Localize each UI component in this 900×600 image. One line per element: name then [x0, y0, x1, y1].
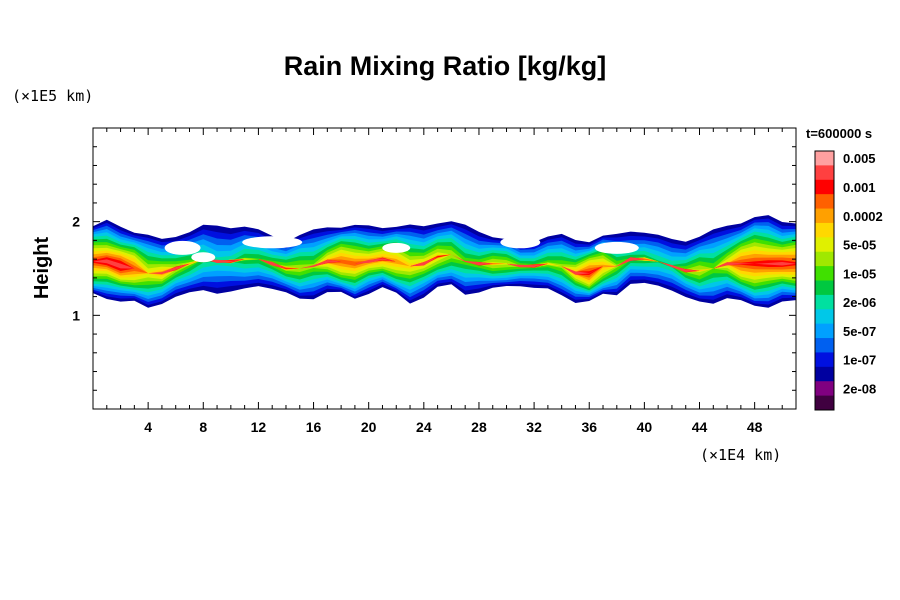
colorbar-frame	[814, 150, 835, 411]
colorbar-label: 0.0002	[843, 209, 883, 224]
rain-contour-level	[93, 242, 796, 287]
plot-frame	[92, 127, 797, 410]
colorbar-swatch	[815, 266, 834, 281]
colorbar-swatch	[815, 194, 834, 210]
colorbar-swatch	[815, 352, 834, 368]
rain-contour-level	[93, 254, 796, 275]
axis-ticks	[93, 128, 797, 409]
colorbar-swatch	[815, 280, 834, 296]
colorbar-swatch	[815, 381, 834, 397]
colorbar-swatch	[815, 208, 834, 224]
colorbar-label: 2e-06	[843, 295, 876, 310]
colorbar-swatch	[815, 237, 834, 253]
rain-contour-level	[93, 238, 796, 289]
colorbar-swatch	[815, 251, 834, 267]
colorbar-label: 0.005	[843, 151, 876, 166]
colorbar	[814, 150, 835, 411]
colorbar-swatch	[815, 338, 834, 353]
colorbar-swatch	[815, 165, 834, 181]
colorbar-swatch	[815, 323, 834, 339]
colorbar-label: 5e-05	[843, 238, 876, 253]
clear-air-gap	[164, 240, 201, 255]
rain-contour-level	[93, 246, 796, 285]
rain-field	[93, 215, 796, 308]
x-tick-label: 32	[526, 419, 542, 435]
x-unit-label: (×1E4 km)	[700, 446, 781, 464]
x-tick-label: 16	[306, 419, 322, 435]
clear-air-gap	[500, 236, 541, 249]
clear-air-gap	[242, 236, 303, 249]
x-tick-label: 24	[416, 419, 432, 435]
x-tick-label: 28	[471, 419, 487, 435]
colorbar-label: 1e-05	[843, 266, 876, 281]
colorbar-swatch	[815, 309, 834, 325]
clear-air-gap	[382, 242, 411, 253]
clear-air-gap	[191, 252, 216, 263]
colorbar-label: 0.001	[843, 180, 876, 195]
x-tick-label: 44	[692, 419, 708, 435]
y-tick-labels: 12	[72, 214, 80, 324]
y-axis-label: Height	[31, 237, 53, 300]
x-tick-label: 4	[144, 419, 152, 435]
colorbar-swatch	[815, 222, 834, 238]
time-label: t=600000 s	[806, 126, 872, 141]
colorbar-labels: 0.005 0.001 0.0002 5e-05 1e-05 2e-06 5e-07 1e-0…	[843, 151, 883, 396]
x-tick-label: 40	[637, 419, 653, 435]
colorbar-swatch	[815, 179, 834, 195]
chart-title: Rain Mixing Ratio [kg/kg]	[284, 51, 607, 81]
colorbar-label: 2e-08	[843, 381, 876, 396]
y-tick-label: 2	[72, 214, 80, 230]
y-unit-label: (×1E5 km)	[12, 87, 93, 105]
x-tick-label: 12	[251, 419, 267, 435]
colorbar-label: 5e-07	[843, 324, 876, 339]
x-tick-labels: 4 8 12 16 20 24 28 32 36 40 44 48	[144, 419, 762, 435]
y-tick-label: 1	[72, 307, 80, 323]
x-tick-label: 48	[747, 419, 763, 435]
clear-air-gap	[594, 241, 639, 254]
x-tick-label: 8	[199, 419, 207, 435]
colorbar-swatch	[815, 366, 834, 382]
colorbar-swatch	[815, 294, 834, 310]
x-tick-label: 36	[581, 419, 597, 435]
colorbar-label: 1e-07	[843, 353, 876, 368]
x-tick-label: 20	[361, 419, 377, 435]
colorbar-swatch	[815, 151, 834, 166]
colorbar-swatch	[815, 395, 834, 411]
